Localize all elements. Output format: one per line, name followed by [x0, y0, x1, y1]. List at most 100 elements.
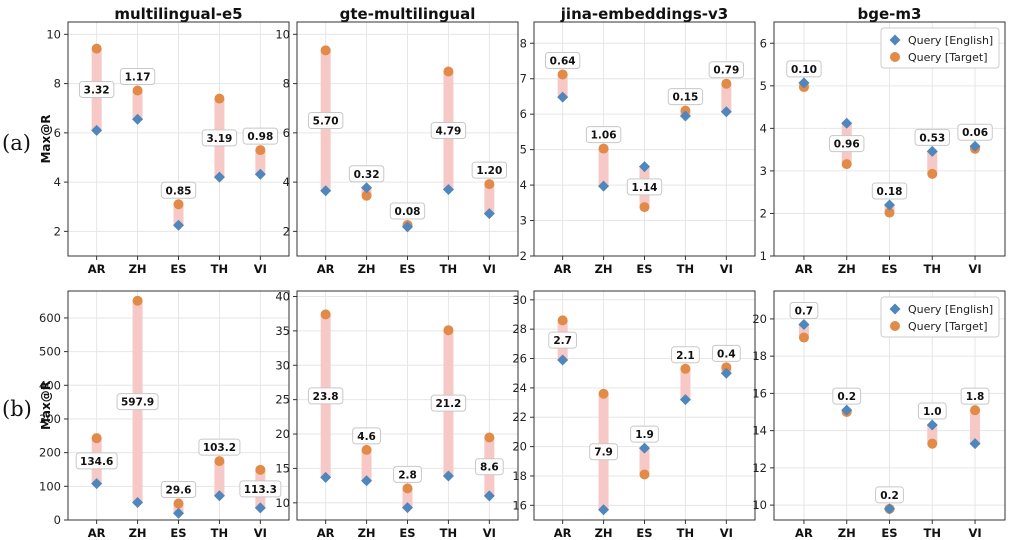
row-label-a: (a): [2, 131, 31, 155]
plot-frame: [533, 21, 756, 257]
point-target-th: [927, 438, 938, 449]
y-tick-label: 6: [54, 126, 61, 140]
x-tick-label: VI: [483, 262, 496, 276]
annotation-box: [239, 480, 282, 498]
x-tick-label: ES: [170, 526, 186, 540]
x-tick-label: AR: [88, 262, 106, 276]
point-english-es: [402, 502, 413, 514]
x-tick-label: AR: [317, 526, 335, 540]
y-tick-label: 15: [275, 461, 290, 475]
y-tick-label: 5: [760, 79, 767, 93]
annotation-box: [914, 128, 950, 146]
annotation-label: 1.8: [966, 391, 985, 403]
y-tick-label: 18: [752, 349, 767, 363]
legend-box: [880, 296, 1000, 338]
point-target-ar: [91, 433, 102, 444]
y-tick-label: 8: [54, 77, 61, 91]
x-tick-label: ES: [399, 526, 415, 540]
y-axis-label: Max@R: [39, 114, 53, 163]
legend-label-target: Query [Target]: [908, 51, 988, 64]
panel-7: 16 18 20 22 24 26 28 30 AR ZH ES TH VI 2.7 7.9 1.9 2.1 0.…: [512, 290, 756, 540]
x-tick-label: AR: [554, 526, 572, 540]
annotation-label: 0.2: [880, 490, 899, 502]
point-english-es: [402, 221, 413, 233]
x-tick-label: ZH: [129, 262, 147, 276]
point-target-zh: [841, 159, 852, 170]
y-tick-label: 20: [275, 427, 290, 441]
gap-bar-es: [639, 448, 650, 475]
y-tick-label: 10: [46, 27, 61, 41]
point-english-zh: [841, 404, 853, 416]
point-english-zh: [598, 180, 610, 192]
plot-frame: [296, 21, 519, 257]
point-english-vi: [969, 140, 981, 152]
y-tick-label: 5: [520, 143, 527, 157]
x-tick-label: ES: [881, 262, 897, 276]
annotation-label: 2.8: [398, 469, 417, 481]
y-tick-label: 600: [39, 311, 61, 325]
x-tick-label: VI: [254, 526, 267, 540]
x-tick-label: TH: [440, 526, 457, 540]
point-english-th: [679, 394, 691, 406]
point-english-zh: [598, 504, 610, 516]
annotation-label: 0.7: [795, 306, 814, 318]
panel-3: 2 3 4 5 6 7 8 AR ZH ES TH VI 0.64 1.06 1.14 0.15 0.79 jin…: [520, 5, 756, 276]
annotation-label: 1.14: [632, 182, 658, 194]
point-target-ar: [320, 45, 331, 56]
panel-5: 0 100 200 300 400 500 600 AR ZH ES TH VI 134.6 597.9 2…: [39, 290, 290, 540]
gap-bar-es: [173, 204, 184, 226]
annotation-label: 2.1: [676, 350, 695, 362]
gap-bar-th: [927, 425, 938, 444]
point-english-vi: [483, 490, 495, 502]
legend-marker-target: [890, 321, 900, 331]
gap-bar-ar: [557, 74, 568, 98]
panel-1: 2 4 6 8 10 AR ZH ES TH VI 3.32 1.17 0.85 3.19 0.98 mult…: [39, 5, 290, 276]
legend-label-english: Query [English]: [908, 34, 993, 47]
point-target-es: [884, 207, 895, 218]
point-english-es: [639, 442, 650, 454]
point-target-th: [443, 66, 454, 77]
y-tick-label: 500: [39, 345, 61, 359]
gap-bar-vi: [484, 184, 495, 214]
annotation-box: [960, 387, 990, 405]
y-axis-label: Max@R: [39, 381, 53, 430]
point-target-es: [173, 199, 184, 210]
y-tick-label: 2: [283, 224, 290, 238]
point-target-th: [443, 325, 454, 336]
annotation-label: 0.2: [837, 391, 856, 403]
point-english-zh: [132, 496, 144, 508]
x-tick-label: TH: [677, 262, 694, 276]
point-english-ar: [320, 471, 332, 483]
gap-bar-vi: [255, 150, 266, 175]
annotation-box: [78, 80, 115, 98]
point-english-zh: [132, 113, 144, 125]
legend-marker-target: [890, 52, 900, 62]
x-tick-label: ZH: [358, 526, 376, 540]
point-target-vi: [970, 405, 981, 416]
annotation-box: [829, 135, 865, 153]
annotation-box: [393, 465, 422, 483]
y-tick-label: 30: [512, 293, 527, 307]
annotation-box: [711, 344, 741, 362]
point-target-ar: [320, 309, 331, 320]
point-english-vi: [254, 168, 266, 180]
y-tick-label: 2: [760, 206, 767, 220]
annotation-box: [630, 425, 659, 443]
annotation-label: 0.10: [791, 64, 817, 76]
annotation-box: [917, 402, 947, 420]
legend-marker-english: [889, 303, 901, 315]
y-tick-label: 22: [512, 410, 527, 424]
y-tick-label: 400: [39, 378, 61, 392]
annotation-label: 3.32: [84, 84, 110, 96]
point-english-vi: [969, 438, 981, 450]
legend: Query [English] Query [Target]: [880, 296, 1000, 338]
y-tick-label: 30: [275, 358, 290, 372]
annotation-box: [671, 346, 700, 364]
annotation-label: 0.08: [395, 206, 421, 218]
panel-title: bge-m3: [858, 5, 922, 23]
annotation-box: [307, 112, 344, 130]
annotation-label: 0.79: [713, 65, 739, 77]
point-english-es: [639, 161, 650, 173]
plot-frame: [773, 21, 1006, 257]
point-english-vi: [483, 208, 495, 220]
